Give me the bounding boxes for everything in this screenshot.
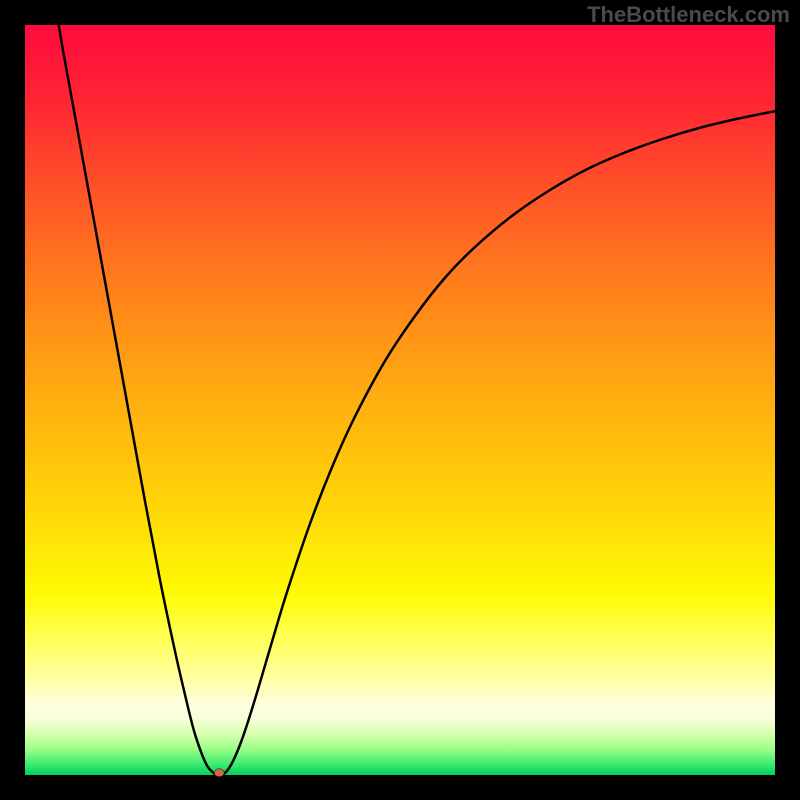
- optimal-point-marker: [214, 769, 224, 777]
- watermark-text: TheBottleneck.com: [587, 2, 790, 28]
- chart-frame: TheBottleneck.com: [0, 0, 800, 800]
- plot-area-background: [25, 25, 775, 775]
- bottleneck-curve-plot: [0, 0, 800, 800]
